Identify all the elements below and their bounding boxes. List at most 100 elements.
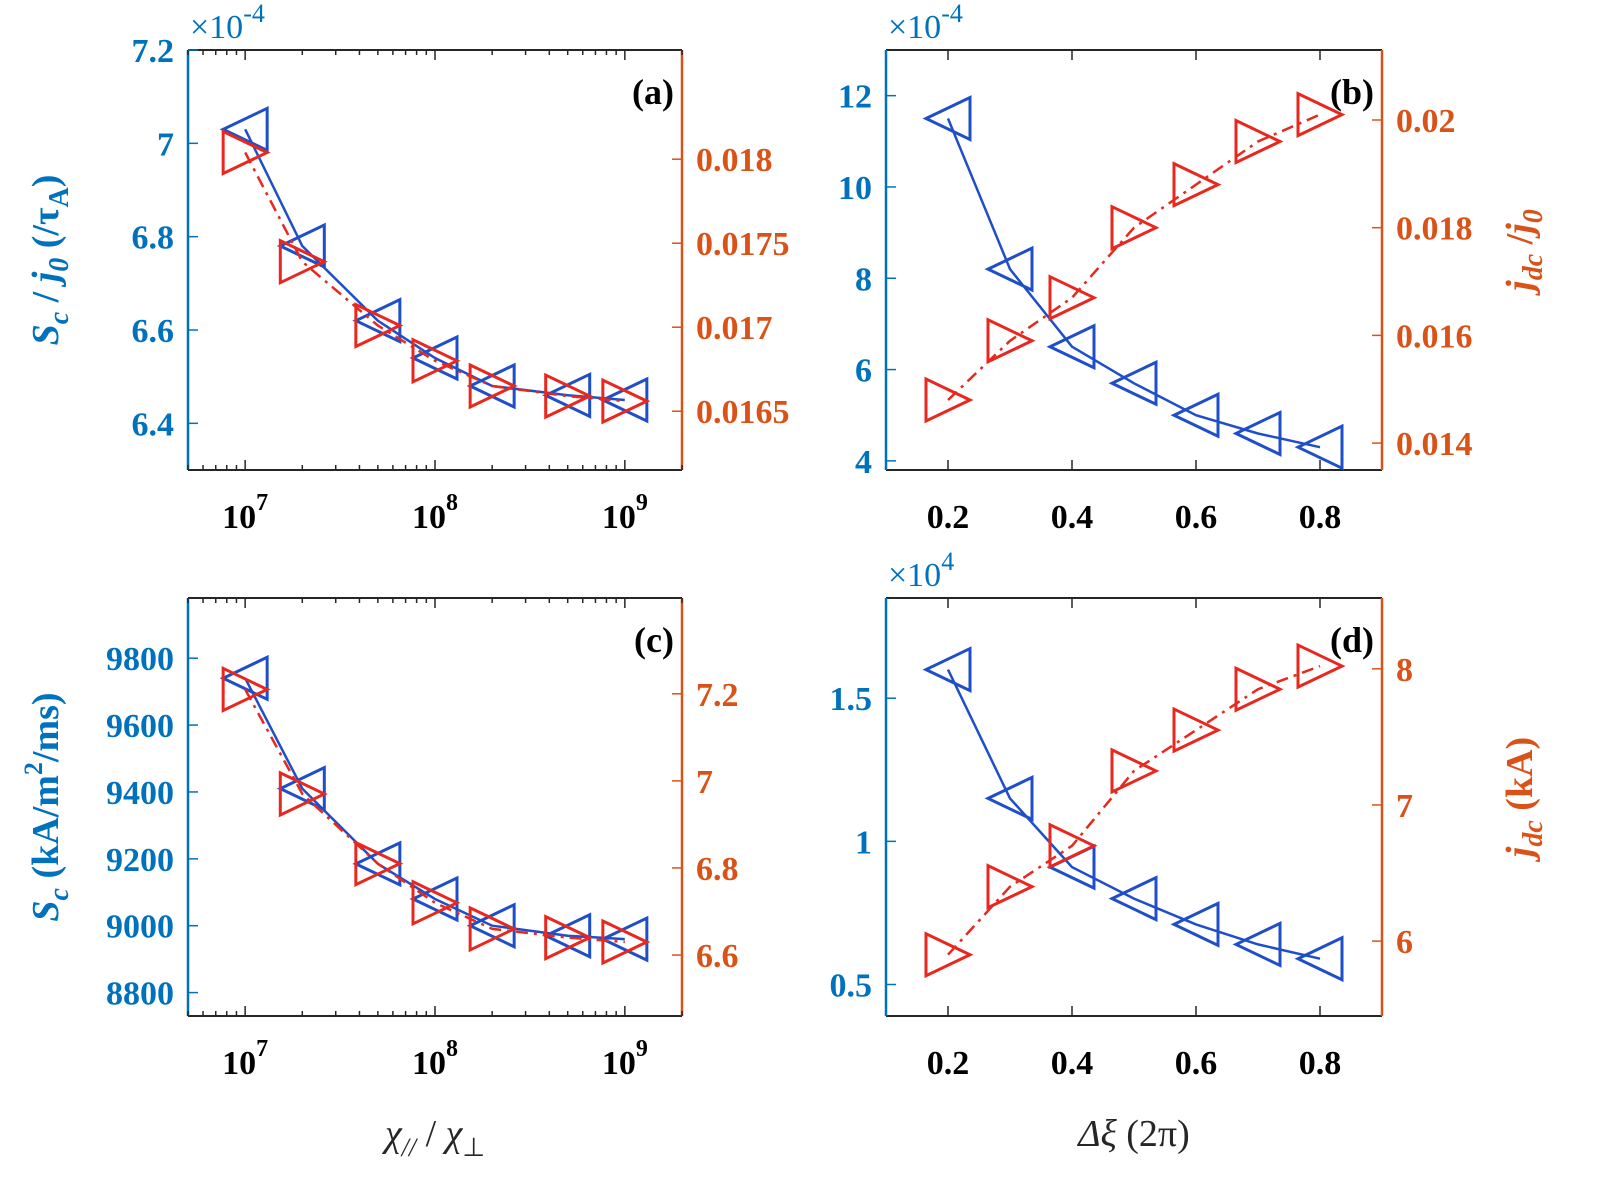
right-y-tick-label: 6 <box>1396 924 1413 961</box>
right-y-axis-label: jdc /j0 <box>1499 209 1549 296</box>
red-right-triangle-marker <box>468 362 518 410</box>
red-right-triangle-marker <box>468 905 518 953</box>
blue-left-triangle-marker <box>466 902 516 950</box>
right-y-tick-label: 7 <box>1396 788 1413 825</box>
blue-left-triangle-marker <box>219 654 269 702</box>
red-series-line <box>947 113 1321 401</box>
blue-left-triangle-marker <box>984 245 1034 293</box>
left-y-tick-label: 9000 <box>106 909 174 946</box>
left-y-tick-label: 1 <box>855 824 872 861</box>
red-right-triangle-marker <box>411 879 461 927</box>
left-y-tick-label: 6 <box>855 353 872 390</box>
red-right-triangle-marker <box>354 840 404 887</box>
left-y-tick-label: 7 <box>157 126 174 163</box>
x-axis-label: Δξ (2π) <box>1076 1113 1190 1155</box>
y-multiplier-label: ×10-4 <box>190 0 265 46</box>
right-y-tick-label: 0.016 <box>1396 318 1473 355</box>
blue-left-triangle-marker <box>922 95 972 142</box>
x-tick-label: 0.2 <box>927 1045 970 1082</box>
x-tick-label: 108 <box>412 1036 458 1082</box>
blue-left-triangle-marker <box>1108 359 1158 407</box>
right-y-axis-label: jdc (kA) <box>1499 737 1549 862</box>
red-right-triangle-marker <box>1110 204 1160 252</box>
red-right-triangle-marker <box>1296 642 1346 690</box>
panel-b: 0.2 0.4 0.6 0.8 4 6 8 10 12 0.014 0.016 0.018 0.02 ×1… <box>838 0 1549 536</box>
blue-left-triangle-marker <box>409 334 459 382</box>
left-y-tick-label: 6.6 <box>132 313 175 350</box>
right-y-tick-label: 8 <box>1396 652 1413 689</box>
red-right-triangle-marker <box>1048 274 1098 322</box>
left-y-tick-label: 8800 <box>106 976 174 1013</box>
left-y-tick-label: 0.5 <box>830 968 873 1005</box>
x-tick-label: 0.4 <box>1051 1045 1094 1082</box>
y-multiplier-label: ×10-4 <box>888 0 963 46</box>
x-tick-label: 109 <box>602 1036 648 1082</box>
x-tick-label: 0.2 <box>927 499 970 536</box>
right-y-tick-label: 7 <box>696 764 713 801</box>
left-y-tick-label: 10 <box>838 170 872 207</box>
blue-left-triangle-marker <box>1108 875 1158 922</box>
red-right-triangle-marker <box>924 931 974 979</box>
red-right-triangle-marker <box>1172 161 1222 208</box>
right-y-tick-label: 0.0165 <box>696 394 790 431</box>
red-right-triangle-marker <box>601 918 651 966</box>
panel-label: (c) <box>634 620 674 660</box>
red-right-triangle-marker <box>354 302 404 349</box>
red-right-triangle-marker <box>1110 747 1160 795</box>
left-y-tick-label: 7.2 <box>132 33 175 70</box>
blue-left-triangle-marker <box>599 915 649 963</box>
x-tick-label: 107 <box>222 490 268 536</box>
blue-left-triangle-marker <box>352 297 402 345</box>
red-right-triangle-marker <box>544 372 594 420</box>
left-y-tick-label: 9600 <box>106 708 174 745</box>
right-y-tick-label: 0.017 <box>696 310 773 347</box>
blue-left-triangle-marker <box>276 765 326 812</box>
right-y-tick-label: 0.0175 <box>696 226 790 263</box>
panel-label: (a) <box>632 72 674 112</box>
red-right-triangle-marker <box>924 376 974 424</box>
right-y-tick-label: 7.2 <box>696 677 739 714</box>
blue-left-triangle-marker <box>542 912 592 960</box>
blue-series-line <box>244 677 625 941</box>
panel-c: 107 108 109 8800 9000 9200 9400 9600 9800 6.6 6.8 7… <box>19 597 739 1162</box>
blue-left-triangle-marker <box>1170 391 1220 439</box>
blue-left-triangle-marker <box>276 222 326 270</box>
blue-left-triangle-marker <box>984 775 1034 822</box>
left-y-tick-label: 1.5 <box>830 681 873 718</box>
left-y-tick-label: 9200 <box>106 842 174 879</box>
left-y-tick-label: 6.8 <box>132 220 175 257</box>
blue-left-triangle-marker <box>1294 423 1344 471</box>
x-tick-label: 107 <box>222 1036 268 1082</box>
x-axis-label: χ// / χ⊥ <box>381 1113 485 1162</box>
red-right-triangle-marker <box>986 317 1036 365</box>
blue-left-triangle-marker <box>409 875 459 923</box>
x-tick-label: 109 <box>602 490 648 536</box>
left-y-tick-label: 6.4 <box>132 406 175 443</box>
red-series-line <box>244 151 625 403</box>
right-y-tick-label: 0.02 <box>1396 103 1456 140</box>
panel-label: (d) <box>1330 620 1374 660</box>
left-y-axis-label: Sc (kA/m2/ms) <box>19 692 75 921</box>
blue-series-line <box>946 669 1321 960</box>
red-right-triangle-marker <box>278 770 328 818</box>
blue-left-triangle-marker <box>1046 323 1096 371</box>
blue-left-triangle-marker <box>219 105 269 153</box>
red-right-triangle-marker <box>221 129 271 176</box>
x-tick-label: 108 <box>412 490 458 536</box>
left-y-tick-label: 4 <box>855 444 872 481</box>
red-right-triangle-marker <box>1172 706 1222 754</box>
left-y-tick-label: 9400 <box>106 775 174 812</box>
red-series-line <box>947 664 1321 956</box>
left-y-tick-label: 9800 <box>106 641 174 678</box>
x-tick-label: 0.8 <box>1299 1045 1342 1082</box>
right-y-tick-label: 6.6 <box>696 938 739 975</box>
red-right-triangle-marker <box>986 863 1036 911</box>
red-right-triangle-marker <box>1234 118 1284 165</box>
right-y-tick-label: 0.018 <box>1396 211 1473 248</box>
panel-label: (b) <box>1330 72 1374 112</box>
left-y-tick-label: 12 <box>838 79 872 116</box>
red-right-triangle-marker <box>544 914 594 962</box>
blue-left-triangle-marker <box>1170 901 1220 948</box>
x-tick-label: 0.6 <box>1175 1045 1218 1082</box>
